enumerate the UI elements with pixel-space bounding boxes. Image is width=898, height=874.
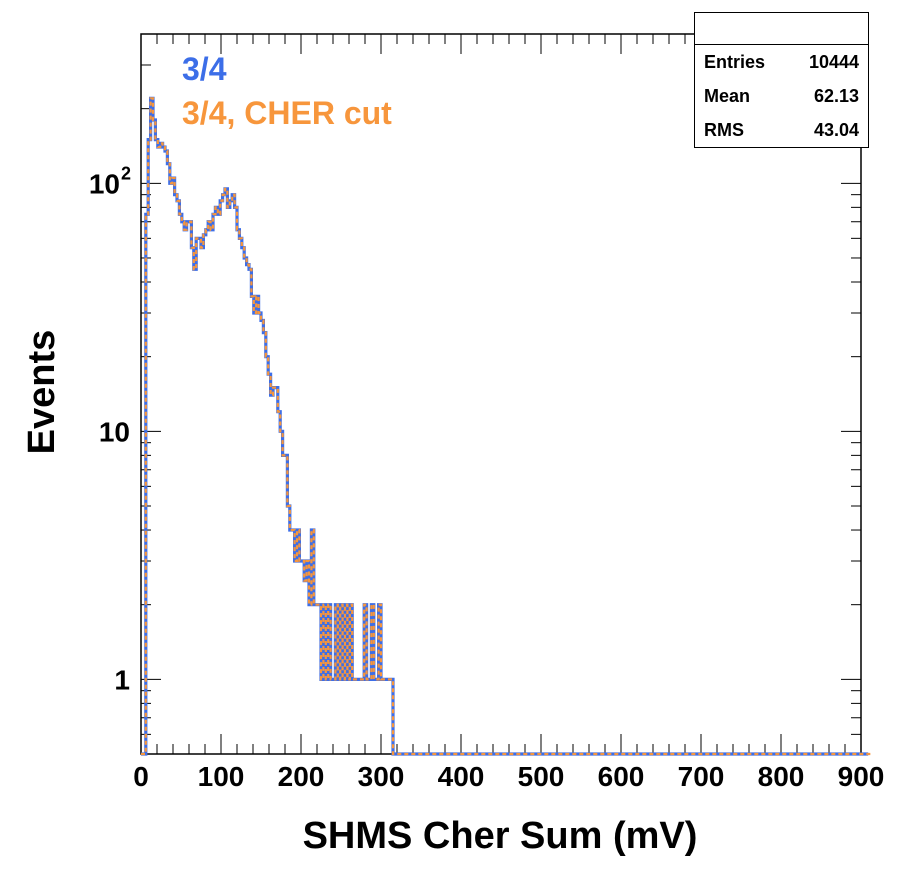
y-tick-label: 1 — [114, 664, 130, 695]
y-tick-label: 10 — [99, 416, 130, 447]
y-tick-label-exponent: 2 — [121, 163, 131, 183]
x-tick-label: 500 — [518, 761, 565, 792]
x-tick-label: 300 — [358, 761, 405, 792]
x-tick-label: 0 — [133, 761, 149, 792]
x-tick-label: 700 — [678, 761, 725, 792]
y-axis-title: Events — [21, 330, 63, 455]
x-tick-label: 800 — [758, 761, 805, 792]
stats-row-mean: Mean 62.13 — [695, 79, 868, 113]
x-tick-label: 600 — [598, 761, 645, 792]
x-tick-labels: 0 100 200 300 400 500 600 700 800 900 — [133, 761, 884, 792]
x-tick-label: 400 — [438, 761, 485, 792]
legend-entry-3-4-cher-cut: 3/4, CHER cut — [182, 95, 392, 131]
stats-value: 43.04 — [813, 119, 859, 140]
stats-value: 62.13 — [813, 85, 859, 106]
series-layer — [141, 96, 871, 756]
stats-row-entries: Entries 10444 — [695, 45, 868, 79]
stats-label: Mean — [704, 85, 751, 106]
series-line-1 — [141, 97, 871, 756]
x-tick-label: 200 — [278, 761, 325, 792]
stats-value: 10444 — [808, 51, 859, 72]
stats-title-row — [695, 13, 868, 45]
y-tick-label: 10 — [89, 168, 120, 199]
stats-label: RMS — [704, 119, 744, 140]
x-tick-label: 900 — [838, 761, 885, 792]
stats-label: Entries — [704, 51, 766, 72]
stats-row-rms: RMS 43.04 — [695, 113, 868, 147]
series-line-0 — [141, 96, 869, 756]
x-tick-label: 100 — [198, 761, 245, 792]
stats-box: Entries 10444 Mean 62.13 RMS 43.04 — [694, 12, 869, 148]
x-axis-title: SHMS Cher Sum (mV) — [303, 815, 698, 857]
legend-entry-3-4: 3/4 — [182, 51, 227, 87]
